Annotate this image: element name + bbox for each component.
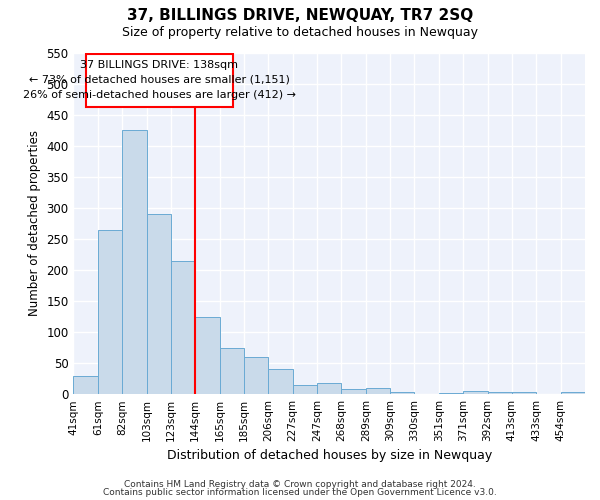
Text: ← 73% of detached houses are smaller (1,151): ← 73% of detached houses are smaller (1,… [29, 75, 290, 85]
Bar [171, 260, 195, 394]
Text: Contains HM Land Registry data © Crown copyright and database right 2024.: Contains HM Land Registry data © Crown c… [124, 480, 476, 489]
Bar [560, 392, 585, 394]
Text: 37 BILLINGS DRIVE: 138sqm: 37 BILLINGS DRIVE: 138sqm [80, 60, 238, 70]
Text: 37, BILLINGS DRIVE, NEWQUAY, TR7 2SQ: 37, BILLINGS DRIVE, NEWQUAY, TR7 2SQ [127, 8, 473, 22]
Bar [220, 348, 244, 394]
Text: 26% of semi-detached houses are larger (412) →: 26% of semi-detached houses are larger (… [23, 90, 296, 101]
FancyBboxPatch shape [86, 54, 233, 106]
Text: Size of property relative to detached houses in Newquay: Size of property relative to detached ho… [122, 26, 478, 39]
Bar [98, 230, 122, 394]
Bar [463, 391, 488, 394]
Bar [195, 316, 220, 394]
Bar [146, 214, 171, 394]
Bar [293, 385, 317, 394]
Y-axis label: Number of detached properties: Number of detached properties [28, 130, 41, 316]
Bar [317, 383, 341, 394]
Bar [439, 393, 463, 394]
X-axis label: Distribution of detached houses by size in Newquay: Distribution of detached houses by size … [167, 450, 492, 462]
Bar [366, 388, 390, 394]
Bar [268, 370, 293, 394]
Bar [512, 392, 536, 394]
Text: Contains public sector information licensed under the Open Government Licence v3: Contains public sector information licen… [103, 488, 497, 497]
Bar [341, 389, 366, 394]
Bar [73, 376, 98, 394]
Bar [122, 130, 146, 394]
Bar [488, 392, 512, 394]
Bar [390, 392, 415, 394]
Bar [244, 357, 268, 394]
